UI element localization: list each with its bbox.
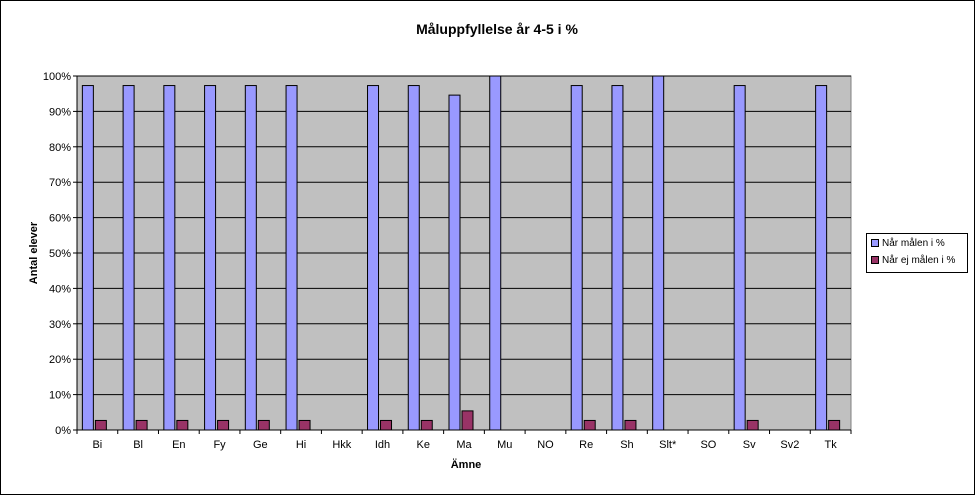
bar-nar-ej-malen-sh	[624, 419, 637, 431]
x-tick-label: Mu	[497, 439, 512, 451]
x-tick-label: Hi	[296, 439, 306, 451]
bar-nar-ej-malen-sv	[746, 419, 759, 431]
bar-nar-malen-bl	[122, 85, 135, 431]
bar-nar-malen-en	[163, 85, 176, 431]
y-tick-label: 40%	[49, 283, 71, 295]
bar-nar-malen-sh	[611, 85, 624, 431]
legend-item-series-2: Når ej målen i %	[871, 254, 955, 268]
bar-nar-malen-hi	[285, 85, 298, 431]
bar-nar-malen-fy	[204, 85, 217, 431]
y-axis-label: Antal elever	[28, 221, 40, 284]
x-tick-label: En	[172, 439, 185, 451]
y-tick-label: 0%	[55, 425, 71, 437]
x-tick-label: Tk	[825, 439, 838, 451]
bar-nar-ej-malen-en	[176, 419, 189, 431]
bar-nar-ej-malen-idh	[380, 419, 393, 431]
bar-nar-malen-ma	[448, 94, 461, 431]
y-tick-label: 70%	[49, 177, 71, 189]
bar-nar-malen-ke	[407, 85, 420, 431]
x-tick-label: Sv2	[780, 439, 799, 451]
x-tick-label: Slt*	[659, 439, 677, 451]
y-tick-label: 60%	[49, 213, 71, 225]
chart-title: Måluppfyllelse år 4-5 i %	[416, 21, 578, 37]
bar-nar-ej-malen-fy	[217, 419, 230, 431]
y-tick-label: 90%	[49, 106, 71, 118]
legend-label-series-2: Når ej målen i %	[882, 255, 956, 266]
bar-nar-ej-malen-ma	[461, 410, 474, 431]
bar-nar-ej-malen-re	[583, 419, 596, 431]
legend-item-series-1: Når målen i %	[871, 237, 945, 251]
x-tick-label: Sv	[743, 439, 756, 451]
bar-nar-ej-malen-ke	[420, 419, 433, 431]
y-tick-label: 100%	[43, 71, 71, 83]
y-tick-label: 50%	[49, 248, 71, 260]
legend-swatch-series-2	[871, 256, 879, 265]
x-tick-label: Idh	[375, 439, 390, 451]
y-tick-label: 80%	[49, 142, 71, 154]
x-tick-label: Ge	[253, 439, 268, 451]
bar-nar-ej-malen-tk	[828, 419, 841, 431]
bar-nar-malen-idh	[367, 85, 380, 431]
y-tick-label: 30%	[49, 319, 71, 331]
x-tick-label: SO	[700, 439, 716, 451]
bar-nar-malen-re	[570, 85, 583, 431]
bar-nar-malen-slt	[652, 75, 665, 431]
x-axis-label: Ämne	[451, 458, 482, 471]
x-tick-label: Re	[579, 439, 593, 451]
bar-nar-ej-malen-bi	[94, 419, 107, 431]
bar-nar-malen-tk	[815, 85, 828, 431]
y-tick-label: 10%	[49, 390, 71, 402]
x-tick-label: Bl	[133, 439, 143, 451]
bar-nar-malen-sv	[733, 85, 746, 431]
x-tick-label: Fy	[213, 439, 226, 451]
x-tick-label: Sh	[620, 439, 633, 451]
x-tick-label: Hkk	[332, 439, 351, 451]
x-tick-label: Ke	[417, 439, 430, 451]
y-tick-label: 20%	[49, 354, 71, 366]
bar-nar-malen-ge	[244, 85, 257, 431]
bar-nar-malen-mu	[489, 75, 502, 431]
bar-nar-ej-malen-hi	[298, 419, 311, 431]
x-tick-label: NO	[537, 439, 554, 451]
x-tick-label: Bi	[92, 439, 102, 451]
legend-label-series-1: Når målen i %	[882, 238, 945, 249]
x-tick-label: Ma	[456, 439, 472, 451]
bar-nar-ej-malen-ge	[257, 419, 270, 431]
legend: Når målen i % Når ej målen i %	[866, 233, 968, 273]
plot-area: 0% 10% 20% 30% 40% 50% 60% 70% 80% 90% 100% Bi Bl En F…	[43, 71, 852, 451]
bar-nar-malen-bi	[81, 85, 94, 431]
bar-nar-ej-malen-bl	[135, 419, 148, 431]
legend-swatch-series-1	[871, 239, 879, 248]
